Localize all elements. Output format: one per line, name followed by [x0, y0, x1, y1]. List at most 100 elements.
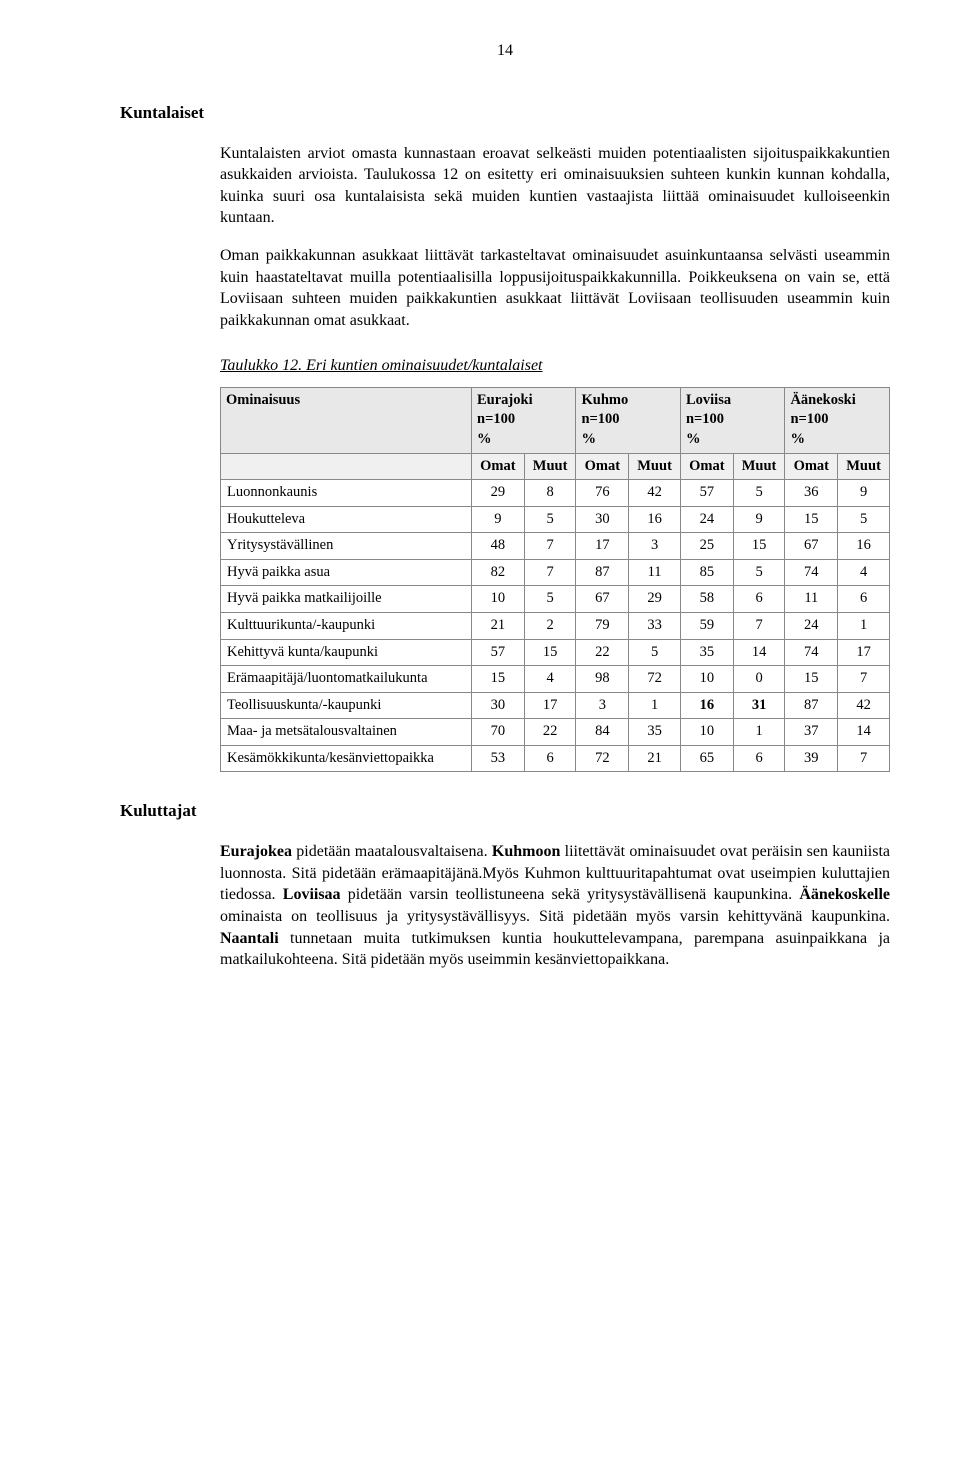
cell: 74 — [785, 559, 838, 586]
table-row: Kehittyvä kunta/kaupunki571522535147417 — [221, 639, 890, 666]
cell: 15 — [472, 666, 525, 693]
table-row: Houkutteleva953016249155 — [221, 506, 890, 533]
cell: 7 — [838, 666, 890, 693]
cell: 74 — [785, 639, 838, 666]
cell: 48 — [472, 533, 525, 560]
row-label: Houkutteleva — [221, 506, 472, 533]
col-blank — [221, 453, 472, 480]
cell: 33 — [629, 612, 681, 639]
cell: 3 — [576, 692, 629, 719]
cell: 57 — [680, 480, 733, 507]
cell: 30 — [472, 692, 525, 719]
cell: 67 — [576, 586, 629, 613]
cell: 35 — [680, 639, 733, 666]
cell: 25 — [680, 533, 733, 560]
section2-para: Eurajokea pidetään maatalousvaltaisena. … — [220, 841, 890, 971]
table-caption: Taulukko 12. Eri kuntien ominaisuudet/ku… — [220, 355, 890, 377]
cell: 10 — [680, 666, 733, 693]
cell: 22 — [576, 639, 629, 666]
cell: 53 — [472, 745, 525, 772]
row-label: Hyvä paikka matkailijoille — [221, 586, 472, 613]
cell: 5 — [733, 559, 785, 586]
cell: 31 — [733, 692, 785, 719]
cell: 7 — [524, 533, 576, 560]
cell: 11 — [629, 559, 681, 586]
cell: 84 — [576, 719, 629, 746]
cell: 4 — [524, 666, 576, 693]
cell: 16 — [838, 533, 890, 560]
cell: 29 — [472, 480, 525, 507]
cell: 6 — [733, 745, 785, 772]
cell: 16 — [629, 506, 681, 533]
col-omat-2: Omat — [680, 453, 733, 480]
cell: 57 — [472, 639, 525, 666]
cell: 42 — [629, 480, 681, 507]
cell: 59 — [680, 612, 733, 639]
cell: 39 — [785, 745, 838, 772]
row-label: Teollisuuskunta/-kaupunki — [221, 692, 472, 719]
cell: 9 — [733, 506, 785, 533]
cell: 24 — [785, 612, 838, 639]
cell: 85 — [680, 559, 733, 586]
col-muut-1: Muut — [629, 453, 681, 480]
table-row: Hyvä paikka matkailijoille1056729586116 — [221, 586, 890, 613]
cell: 4 — [838, 559, 890, 586]
row-label: Erämaapitäjä/luontomatkailukunta — [221, 666, 472, 693]
cell: 15 — [733, 533, 785, 560]
cell: 0 — [733, 666, 785, 693]
row-label: Kesämökkikunta/kesänviettopaikka — [221, 745, 472, 772]
cell: 6 — [524, 745, 576, 772]
table-body: Luonnonkaunis2987642575369Houkutteleva95… — [221, 480, 890, 772]
table-row: Teollisuuskunta/-kaupunki30173116318742 — [221, 692, 890, 719]
row-label: Maa- ja metsätalousvaltainen — [221, 719, 472, 746]
col-group-2: Loviisan=100% — [680, 387, 784, 453]
ominaisuudet-table: OminaisuusEurajokin=100%Kuhmon=100%Lovii… — [220, 387, 890, 772]
table-head: OminaisuusEurajokin=100%Kuhmon=100%Lovii… — [221, 387, 890, 479]
cell: 98 — [576, 666, 629, 693]
row-label: Hyvä paikka asua — [221, 559, 472, 586]
row-label: Yritysystävällinen — [221, 533, 472, 560]
cell: 17 — [838, 639, 890, 666]
cell: 17 — [576, 533, 629, 560]
cell: 22 — [524, 719, 576, 746]
cell: 15 — [785, 506, 838, 533]
cell: 5 — [629, 639, 681, 666]
cell: 65 — [680, 745, 733, 772]
cell: 15 — [785, 666, 838, 693]
col-omat-3: Omat — [785, 453, 838, 480]
table-row: Hyvä paikka asua8278711855744 — [221, 559, 890, 586]
cell: 21 — [629, 745, 681, 772]
cell: 1 — [733, 719, 785, 746]
row-label: Kehittyvä kunta/kaupunki — [221, 639, 472, 666]
cell: 15 — [524, 639, 576, 666]
section2-heading: Kuluttajat — [120, 800, 890, 823]
row-label: Luonnonkaunis — [221, 480, 472, 507]
cell: 82 — [472, 559, 525, 586]
section1-para1: Kuntalaisten arviot omasta kunnastaan er… — [220, 143, 890, 229]
section1-para2: Oman paikkakunnan asukkaat liittävät tar… — [220, 245, 890, 331]
table-row: Luonnonkaunis2987642575369 — [221, 480, 890, 507]
table-row: Yritysystävällinen48717325156716 — [221, 533, 890, 560]
cell: 9 — [838, 480, 890, 507]
col-omat-0: Omat — [472, 453, 525, 480]
cell: 14 — [838, 719, 890, 746]
col-muut-3: Muut — [838, 453, 890, 480]
cell: 14 — [733, 639, 785, 666]
cell: 16 — [680, 692, 733, 719]
cell: 87 — [576, 559, 629, 586]
cell: 9 — [472, 506, 525, 533]
cell: 87 — [785, 692, 838, 719]
cell: 10 — [680, 719, 733, 746]
table-row: Erämaapitäjä/luontomatkailukunta15498721… — [221, 666, 890, 693]
table-row: Kulttuurikunta/-kaupunki2127933597241 — [221, 612, 890, 639]
cell: 7 — [733, 612, 785, 639]
cell: 17 — [524, 692, 576, 719]
cell: 21 — [472, 612, 525, 639]
cell: 8 — [524, 480, 576, 507]
row-label: Kulttuurikunta/-kaupunki — [221, 612, 472, 639]
cell: 2 — [524, 612, 576, 639]
cell: 72 — [629, 666, 681, 693]
cell: 10 — [472, 586, 525, 613]
table-row: Maa- ja metsätalousvaltainen702284351013… — [221, 719, 890, 746]
cell: 72 — [576, 745, 629, 772]
